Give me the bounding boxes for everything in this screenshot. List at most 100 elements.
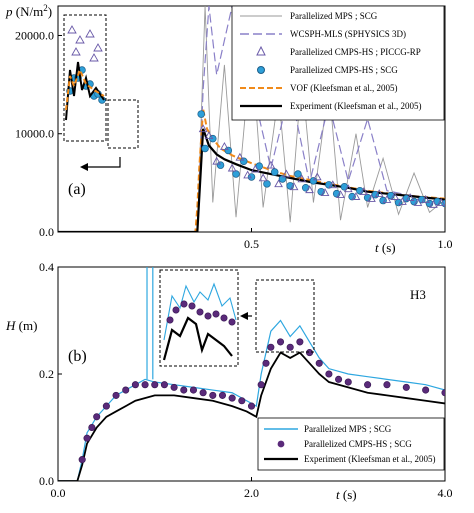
x-tick-label: 0.0 xyxy=(51,486,66,500)
inset-triangle xyxy=(75,35,85,44)
data-point-circle xyxy=(131,381,139,389)
data-point-circle xyxy=(189,386,198,394)
data-point-circle xyxy=(78,456,86,464)
data-point-circle xyxy=(240,157,248,166)
inset-point xyxy=(166,316,174,324)
data-point-circle xyxy=(348,192,356,201)
data-point-circle xyxy=(197,110,205,118)
data-point-circle xyxy=(335,375,343,383)
data-point-circle xyxy=(301,184,310,192)
x-axis-label: t (s) xyxy=(375,240,396,255)
inset-point xyxy=(188,302,196,310)
legend-frame xyxy=(231,5,445,121)
y-tick-label: 20000.0 xyxy=(15,28,54,42)
data-point-circle xyxy=(170,383,178,391)
data-point-triangle xyxy=(235,152,245,161)
data-point-triangle xyxy=(212,156,222,165)
x-axis-label: t (s) xyxy=(336,487,357,502)
y-axis-label: H (m) xyxy=(5,318,37,333)
data-point-triangle xyxy=(320,188,330,197)
inset-triangle xyxy=(85,29,95,38)
inset-mps-line xyxy=(163,282,237,341)
zoom-arrowhead xyxy=(240,312,248,320)
panel-label: (b) xyxy=(68,348,87,365)
y-tick-label: 0.0 xyxy=(39,225,54,239)
data-point-circle xyxy=(296,338,304,346)
zoom-source-box xyxy=(107,99,139,149)
y-tick-label: 0.4 xyxy=(39,260,54,274)
data-point-circle xyxy=(402,383,410,391)
zoom-inset-box xyxy=(63,14,107,142)
legend-entry-label: Experiment (Kleefsman et al., 2005) xyxy=(304,454,435,464)
data-point-circle xyxy=(257,381,265,389)
data-layer xyxy=(58,319,445,481)
data-point-triangle xyxy=(243,170,252,179)
data-point-circle xyxy=(267,343,275,351)
data-point-circle xyxy=(344,378,352,386)
data-point-triangle xyxy=(351,192,361,200)
data-point-circle xyxy=(247,402,256,410)
data-point-circle xyxy=(305,349,314,357)
panel-a-pressure-chart: 0.5 1.0 0.0 10000.0 20000.0 p (N/m2) t (s) (a) P… xyxy=(5,3,453,255)
zoom-source-box xyxy=(255,279,315,353)
data-point-triangle xyxy=(274,179,283,188)
legend-swatch xyxy=(256,45,266,56)
inset-point xyxy=(220,314,228,322)
data-point-triangle xyxy=(266,160,276,169)
data-point-circle xyxy=(122,386,130,394)
data-point-triangle xyxy=(405,193,415,201)
legend-frame xyxy=(257,417,445,471)
data-point-circle xyxy=(325,181,333,189)
inset-triangle xyxy=(71,47,81,56)
legend: Parallelized MPS ; SCG Parallelized CMPS-… xyxy=(257,417,445,471)
series-line-wcsph-mls-sphysics-3d- xyxy=(196,6,445,232)
data-point-triangle xyxy=(204,131,214,140)
data-point-triangle xyxy=(227,163,237,172)
zoom-arrowhead xyxy=(80,163,88,171)
data-point-circle xyxy=(218,391,227,399)
data-point-triangle xyxy=(336,190,345,198)
data-point-circle xyxy=(276,338,285,346)
data-point-circle xyxy=(294,170,302,178)
data-point-triangle xyxy=(297,174,307,183)
legend-entry-label: VOF (Kleefsman et al., 2005) xyxy=(290,83,397,93)
data-point-circle xyxy=(309,177,318,185)
legend-entry-label: Parallelized MPS ; SCG xyxy=(304,424,392,434)
data-point-triangle xyxy=(390,192,400,200)
x-tick-label: 2.0 xyxy=(244,486,259,500)
y-tick-label: 0.0 xyxy=(39,474,54,488)
data-point-circle xyxy=(270,168,279,176)
data-point-circle xyxy=(364,381,372,389)
legend-entry-label: Experiment (Kleefsman et al., 2005) xyxy=(290,101,421,111)
inset-point xyxy=(180,300,188,308)
data-point-circle xyxy=(238,397,246,405)
data-point-circle xyxy=(262,359,270,367)
data-point-circle xyxy=(286,343,294,351)
data-point-circle xyxy=(201,144,209,153)
data-point-triangle xyxy=(374,189,384,198)
data-point-circle xyxy=(102,402,110,410)
data-point-circle xyxy=(216,161,225,169)
inset-point xyxy=(212,310,220,318)
data-point-circle xyxy=(383,381,391,389)
panel-label: (a) xyxy=(68,181,86,198)
data-point-circle xyxy=(209,391,217,399)
inset-experiment-line xyxy=(162,316,233,361)
data-point-circle xyxy=(228,394,236,402)
data-point-triangle xyxy=(258,173,268,182)
data-point-circle xyxy=(263,180,271,188)
series-line-experiment-kleefsman-et-al-2005- xyxy=(58,351,445,481)
data-point-circle xyxy=(180,386,188,394)
data-point-circle xyxy=(112,391,120,399)
legend-entry-label: Parallelized CMPS-HS ; SCG xyxy=(304,439,412,449)
data-point-triangle xyxy=(305,185,314,194)
data-point-triangle xyxy=(343,184,353,193)
legend-entry-label: Parallelized CMPS-HS ; PICCG-RP xyxy=(290,47,421,57)
legend-swatch xyxy=(277,440,285,448)
data-point-circle xyxy=(93,413,101,421)
data-point-triangle xyxy=(281,169,291,178)
data-point-triangle xyxy=(421,195,431,203)
data-point-triangle xyxy=(382,195,392,203)
data-point-circle xyxy=(422,386,430,394)
data-point-circle xyxy=(83,434,91,442)
